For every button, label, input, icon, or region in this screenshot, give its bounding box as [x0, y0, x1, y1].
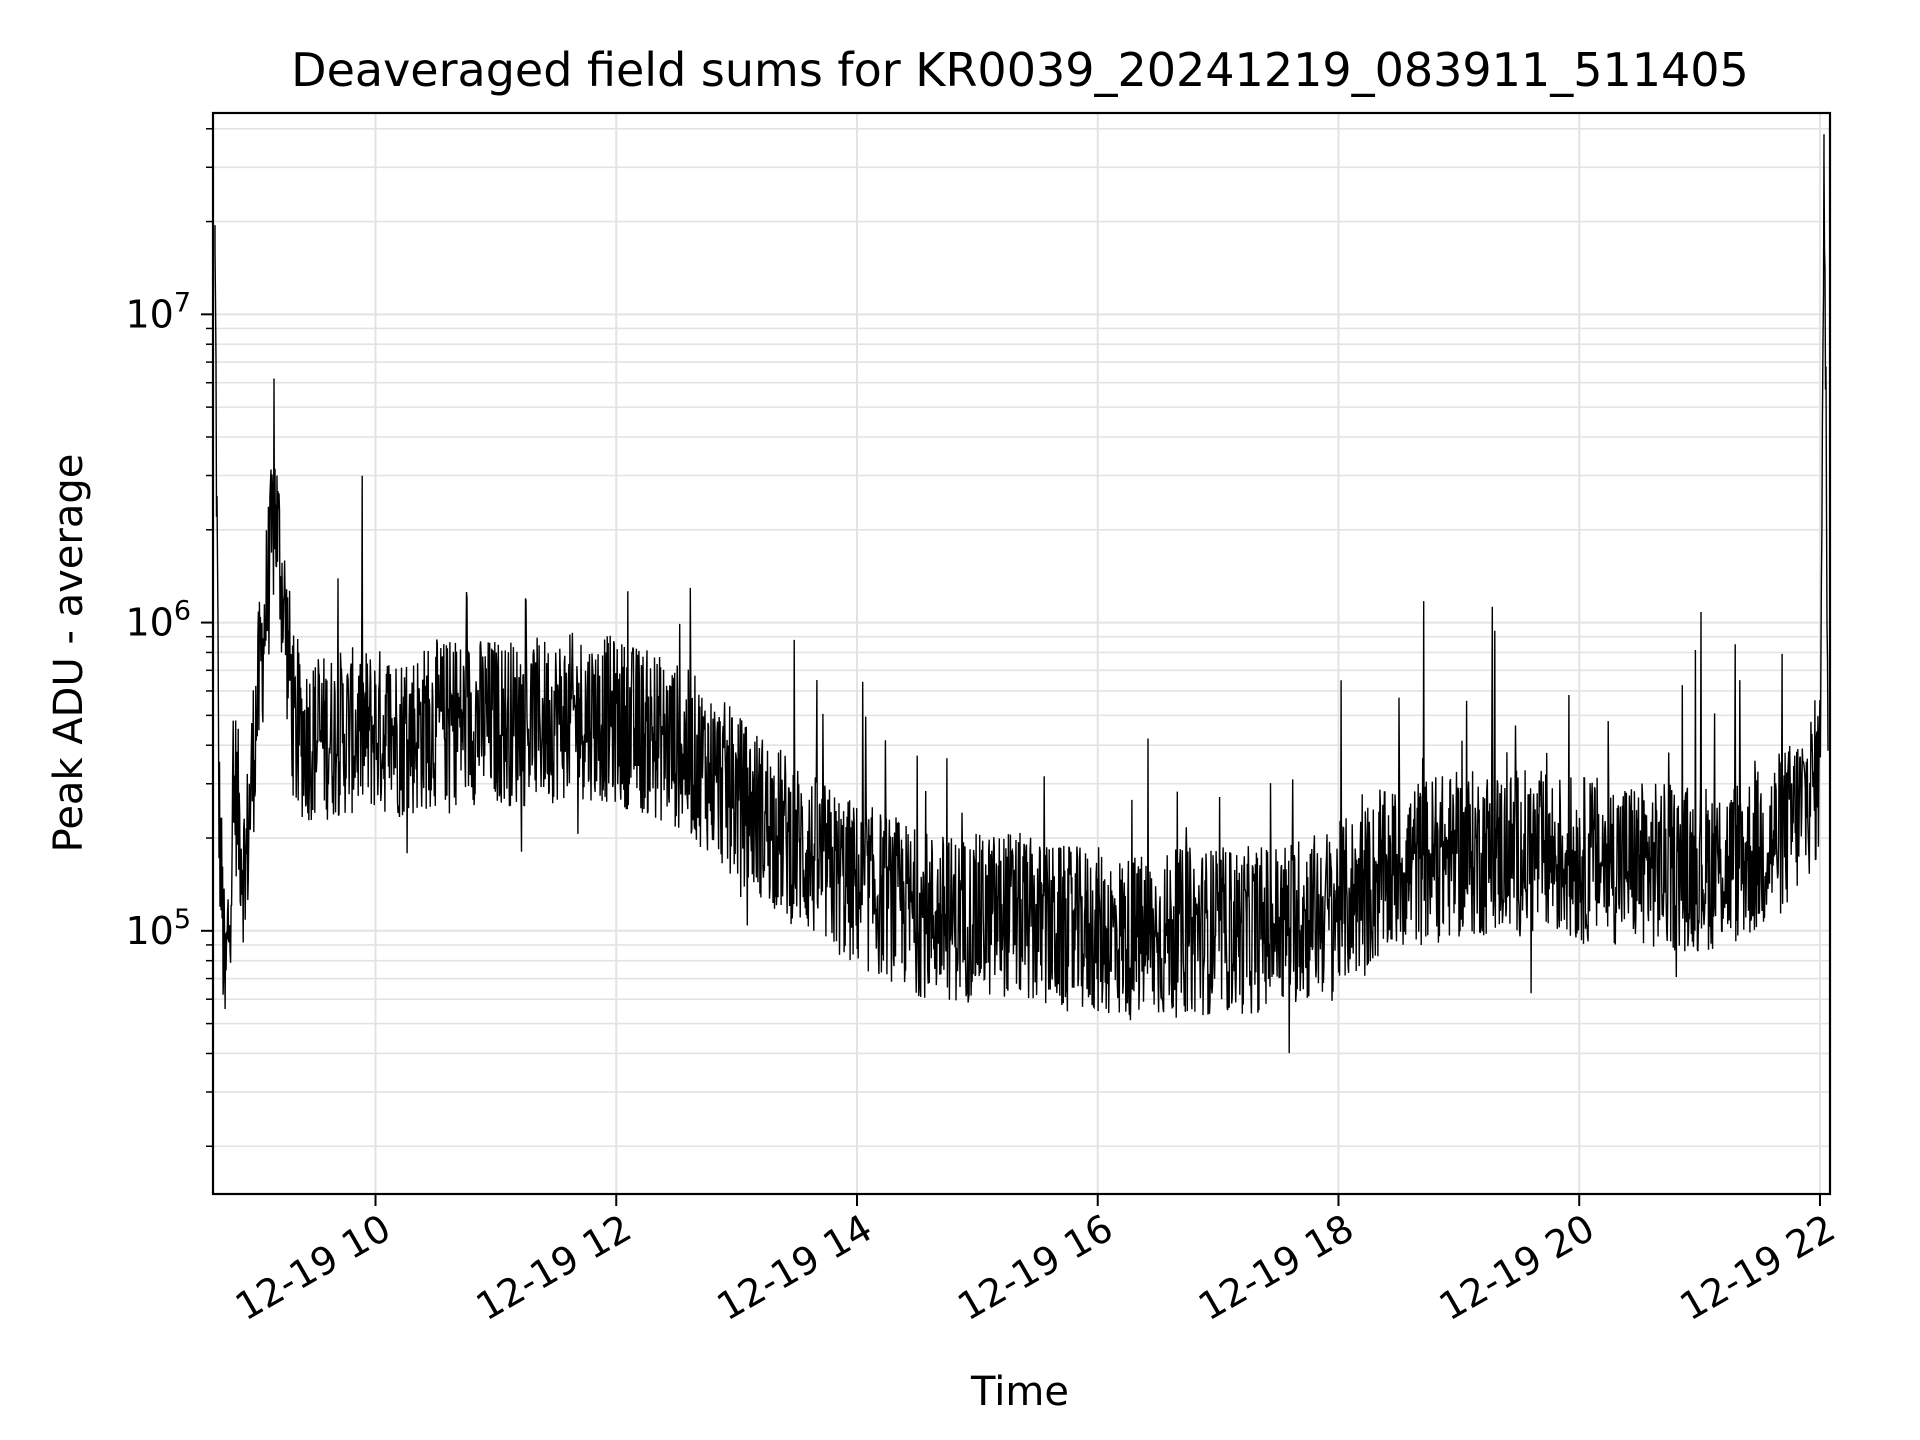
y-tick-label: 107 [125, 287, 191, 336]
x-axis: 12-19 10 12-19 12 12-19 14 12-19 16 12-19 18… [228, 1194, 1842, 1329]
y-axis-label: Peak ADU - average [46, 454, 92, 853]
y-tick-label: 106 [125, 596, 191, 645]
x-tick-label: 12-19 22 [1673, 1206, 1843, 1330]
series-line [214, 134, 1829, 1054]
y-tick-label: 105 [125, 904, 191, 953]
y-axis: 105 106 107 [125, 128, 213, 1148]
chart-title: Deaveraged field sums for KR0039_2024121… [291, 43, 1749, 97]
x-tick-label: 12-19 20 [1432, 1206, 1602, 1330]
x-axis-label: Time [970, 1369, 1069, 1415]
plot-frame [211, 111, 1832, 1196]
x-tick-label: 12-19 16 [950, 1206, 1120, 1330]
x-tick-label: 12-19 10 [228, 1206, 398, 1330]
x-tick-label: 12-19 14 [710, 1206, 880, 1330]
x-tick-label: 12-19 12 [469, 1206, 639, 1330]
series-layer [214, 134, 1829, 1054]
x-tick-label: 12-19 18 [1191, 1206, 1361, 1330]
